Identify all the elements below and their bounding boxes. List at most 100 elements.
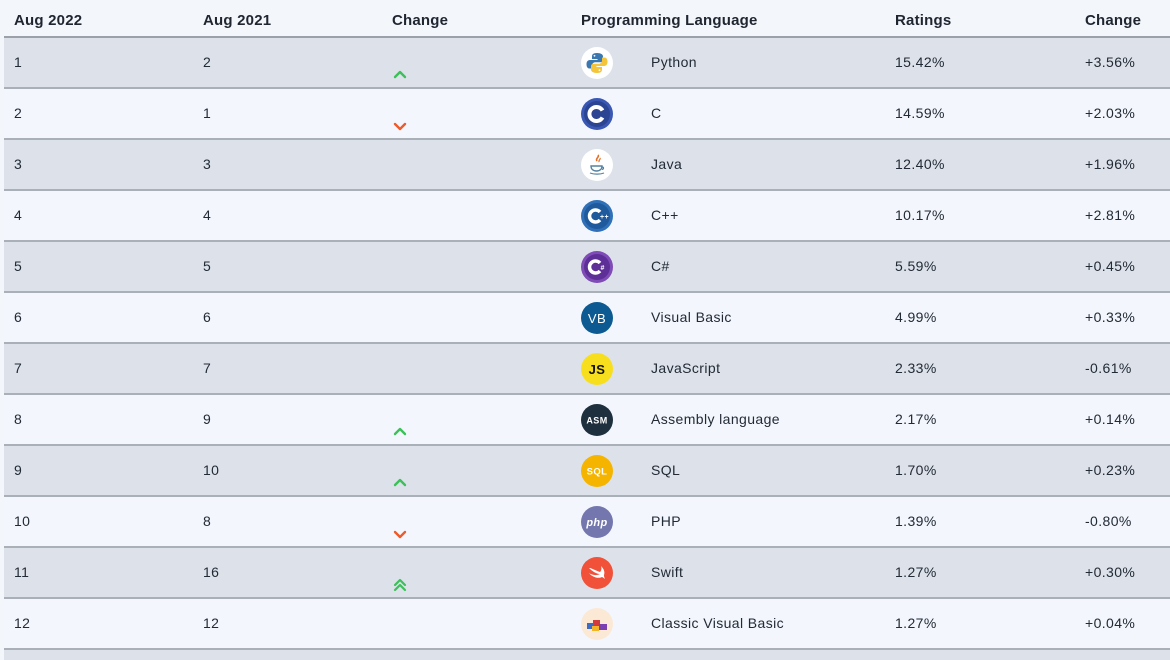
language-logo: SQL <box>581 446 615 495</box>
language-logo: php <box>581 497 615 546</box>
rank-previous: 10 <box>203 462 220 478</box>
header-current-month[interactable]: Aug 2022 <box>14 12 83 29</box>
header-change[interactable]: Change <box>392 12 449 29</box>
rating-change: +0.04% <box>1085 615 1136 631</box>
header-delta[interactable]: Change <box>1085 12 1142 29</box>
rank-change <box>392 599 432 648</box>
rating-value: 5.59% <box>895 258 937 274</box>
rating-change: +0.33% <box>1085 309 1136 325</box>
rating-change: +0.45% <box>1085 258 1136 274</box>
rating-value: 1.27% <box>895 615 937 631</box>
rank-current: 1 <box>14 54 23 70</box>
rank-previous: 9 <box>203 411 212 427</box>
rank-previous: 5 <box>203 258 212 274</box>
rank-current: 2 <box>14 105 23 121</box>
rank-change <box>392 89 432 138</box>
rank-current: 10 <box>14 513 31 529</box>
classic-visual-basic-logo-icon <box>581 608 613 640</box>
rank-previous: 8 <box>203 513 212 529</box>
language-name: C# <box>651 258 670 274</box>
cpp-logo-icon: ++ <box>581 200 613 232</box>
python-logo-icon <box>581 47 613 79</box>
table-row: 1 2 Python 15.42% +3.56% <box>4 38 1170 89</box>
rank-previous: 1 <box>203 105 212 121</box>
rating-change: -0.61% <box>1085 360 1132 376</box>
language-name: SQL <box>651 462 681 478</box>
rank-change <box>392 140 432 189</box>
rating-value: 15.42% <box>895 54 945 70</box>
table-row: 9 10 SQL SQL 1.70% +0.23% <box>4 446 1170 497</box>
sql-logo-icon: SQL <box>581 455 613 487</box>
table-row-partial <box>4 650 1170 660</box>
csharp-logo-icon: # <box>581 251 613 283</box>
visual-basic-logo-icon: VB <box>581 302 613 334</box>
rank-previous: 16 <box>203 564 220 580</box>
rank-current: 6 <box>14 309 23 325</box>
table-row: 4 4 ++ C++ 10.17% +2.81% <box>4 191 1170 242</box>
rank-previous: 2 <box>203 54 212 70</box>
rating-change: +0.30% <box>1085 564 1136 580</box>
arrow-up-icon <box>392 411 408 436</box>
rank-change <box>392 548 432 597</box>
rating-change: +3.56% <box>1085 54 1136 70</box>
language-logo <box>581 38 615 87</box>
rank-current: 9 <box>14 462 23 478</box>
tiobe-index-table: Aug 2022 Aug 2021 Change Programming Lan… <box>4 4 1170 660</box>
language-name: Python <box>651 54 697 70</box>
table-row: 3 3 Java 12.40% +1.96% <box>4 140 1170 191</box>
language-logo: VB <box>581 293 615 342</box>
arrow-down-icon <box>392 513 408 539</box>
language-name: Java <box>651 156 683 172</box>
table-body: 1 2 Python 15.42% +3.56% 2 1 C 14.59% +2.03% 3 3 Jav… <box>4 38 1170 650</box>
rank-change <box>392 395 432 444</box>
rating-change: +2.81% <box>1085 207 1136 223</box>
language-logo <box>581 548 615 597</box>
table-row: 8 9 ASM Assembly language 2.17% +0.14% <box>4 395 1170 446</box>
header-previous-month[interactable]: Aug 2021 <box>203 12 272 29</box>
language-logo: ASM <box>581 395 615 444</box>
rank-current: 12 <box>14 615 31 631</box>
language-logo: ++ <box>581 191 615 240</box>
arrow-down-icon <box>392 105 408 131</box>
language-name: C++ <box>651 207 679 223</box>
language-logo: JS <box>581 344 615 393</box>
svg-text:SQL: SQL <box>587 467 608 478</box>
rank-current: 7 <box>14 360 23 376</box>
header-ratings[interactable]: Ratings <box>895 12 952 29</box>
rank-previous: 12 <box>203 615 220 631</box>
rating-change: +0.23% <box>1085 462 1136 478</box>
rank-change <box>392 293 432 342</box>
svg-text:php: php <box>585 517 607 529</box>
rating-value: 12.40% <box>895 156 945 172</box>
arrow-up-icon <box>392 462 408 487</box>
rank-previous: 7 <box>203 360 212 376</box>
rank-current: 11 <box>14 564 30 580</box>
rank-current: 3 <box>14 156 23 172</box>
rating-change: +0.14% <box>1085 411 1136 427</box>
assembly-logo-icon: ASM <box>581 404 613 436</box>
rank-current: 8 <box>14 411 23 427</box>
header-language[interactable]: Programming Language <box>581 12 758 29</box>
svg-text:#: # <box>601 265 605 272</box>
rank-previous: 3 <box>203 156 212 172</box>
language-logo <box>581 140 615 189</box>
table-row: 2 1 C 14.59% +2.03% <box>4 89 1170 140</box>
language-name: Classic Visual Basic <box>651 615 785 631</box>
c-logo-icon <box>581 98 613 130</box>
vb-badge-text: VB <box>588 311 606 326</box>
svg-text:ASM: ASM <box>586 416 607 426</box>
rating-value: 4.99% <box>895 309 937 325</box>
language-name: JavaScript <box>651 360 721 376</box>
table-row: 7 7 JS JavaScript 2.33% -0.61% <box>4 344 1170 395</box>
language-logo: # <box>581 242 615 291</box>
table-row: 10 8 php PHP 1.39% -0.80% <box>4 497 1170 548</box>
arrow-up-icon <box>392 54 408 79</box>
language-logo <box>581 89 615 138</box>
rank-previous: 4 <box>203 207 212 223</box>
rating-value: 2.17% <box>895 411 937 427</box>
rating-value: 10.17% <box>895 207 945 223</box>
rating-change: +1.96% <box>1085 156 1136 172</box>
rank-change <box>392 38 432 87</box>
java-logo-icon <box>581 149 613 181</box>
rank-change <box>392 446 432 495</box>
